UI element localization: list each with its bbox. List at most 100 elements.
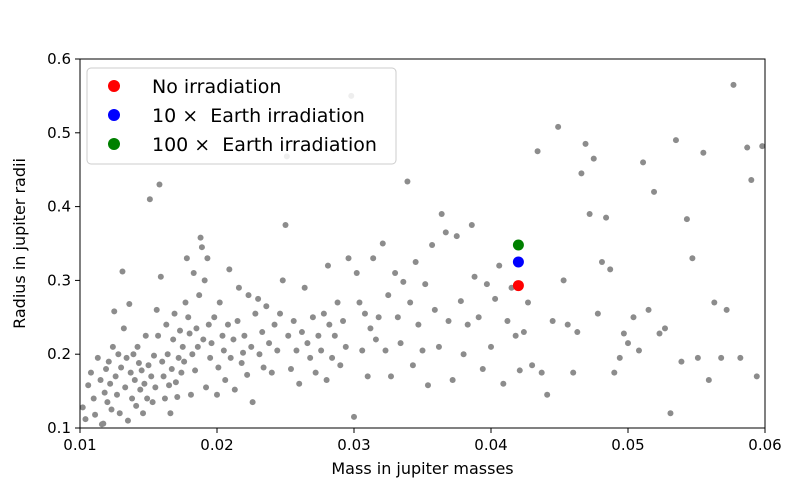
background-point [198, 244, 205, 251]
background-point [603, 214, 610, 221]
x-axis-ticks: 0.01 0.02 0.03 0.04 0.05 0.06 [63, 428, 782, 454]
background-point [340, 317, 347, 324]
y-tick-label: 0.6 [47, 50, 71, 68]
background-point [259, 329, 266, 336]
background-point [570, 369, 577, 376]
background-point [205, 321, 212, 328]
background-point [146, 196, 153, 203]
background-point [512, 332, 519, 339]
background-point [464, 321, 471, 328]
background-point [153, 306, 160, 313]
background-point [266, 340, 273, 347]
background-point [504, 317, 511, 324]
background-point [318, 347, 325, 354]
background-point [630, 314, 637, 321]
background-point [107, 380, 114, 387]
background-point [208, 340, 215, 347]
background-point [594, 310, 601, 317]
background-point [285, 332, 292, 339]
background-point [255, 295, 262, 302]
background-point [678, 358, 685, 365]
x-tick-label: 0.06 [748, 436, 781, 454]
background-point [127, 369, 134, 376]
background-point [560, 277, 567, 284]
background-point [160, 373, 167, 380]
background-point [101, 389, 108, 396]
x-tick-label: 0.02 [200, 436, 233, 454]
background-point [298, 329, 305, 336]
background-point [372, 336, 379, 343]
background-point [438, 210, 445, 217]
background-point [718, 354, 725, 361]
background-point [453, 233, 460, 240]
y-tick-label: 0.4 [47, 198, 71, 216]
background-point [345, 255, 352, 262]
background-point [442, 229, 449, 236]
background-point [186, 330, 193, 337]
background-point [404, 178, 411, 185]
background-point [429, 241, 436, 248]
y-axis-ticks: 0.1 0.2 0.3 0.4 0.5 0.6 [47, 50, 80, 437]
background-point [104, 399, 111, 406]
background-point [290, 317, 297, 324]
background-point [694, 354, 701, 361]
background-point [640, 159, 647, 166]
background-point [135, 360, 142, 367]
background-point [144, 395, 151, 402]
background-point [326, 321, 333, 328]
background-point [108, 406, 115, 413]
background-point [171, 310, 178, 317]
x-tick-label: 0.04 [474, 436, 507, 454]
background-point [224, 321, 231, 328]
background-point [200, 336, 207, 343]
background-point [177, 327, 184, 334]
legend-label-3: 100 × Earth irradiation [152, 134, 377, 156]
background-point [315, 332, 322, 339]
background-point [189, 351, 196, 358]
background-point [367, 325, 374, 332]
background-point [468, 222, 475, 229]
background-point [475, 314, 482, 321]
background-point [182, 299, 189, 306]
background-point [119, 268, 126, 275]
background-point [113, 391, 120, 398]
background-point [555, 123, 562, 130]
background-point [94, 354, 101, 361]
background-point [460, 351, 467, 358]
background-point [156, 181, 163, 188]
background-point [215, 364, 222, 371]
background-point [500, 380, 507, 387]
background-point [334, 299, 341, 306]
background-point [126, 301, 133, 308]
background-point [353, 270, 360, 277]
background-point [277, 310, 284, 317]
legend-label-1: No irradiation [152, 76, 281, 98]
background-point [661, 325, 668, 332]
background-point [175, 354, 182, 361]
background-point [166, 382, 173, 389]
background-point [759, 143, 765, 150]
background-point [320, 310, 327, 317]
background-point [394, 314, 401, 321]
background-point [207, 354, 214, 361]
background-point [122, 384, 129, 391]
background-point [598, 258, 605, 265]
background-point [220, 347, 227, 354]
background-point [260, 364, 267, 371]
background-point [137, 386, 144, 393]
background-point [351, 413, 357, 420]
background-point [705, 377, 712, 384]
background-point [753, 373, 760, 380]
background-point [400, 278, 407, 285]
background-point [611, 369, 618, 376]
y-tick-label: 0.2 [47, 345, 71, 363]
background-point [700, 149, 707, 156]
background-point [120, 325, 127, 332]
background-point [516, 367, 523, 374]
background-point [226, 266, 233, 273]
background-point [689, 255, 696, 262]
background-point [172, 379, 179, 386]
background-point [185, 314, 192, 321]
background-point [419, 347, 426, 354]
